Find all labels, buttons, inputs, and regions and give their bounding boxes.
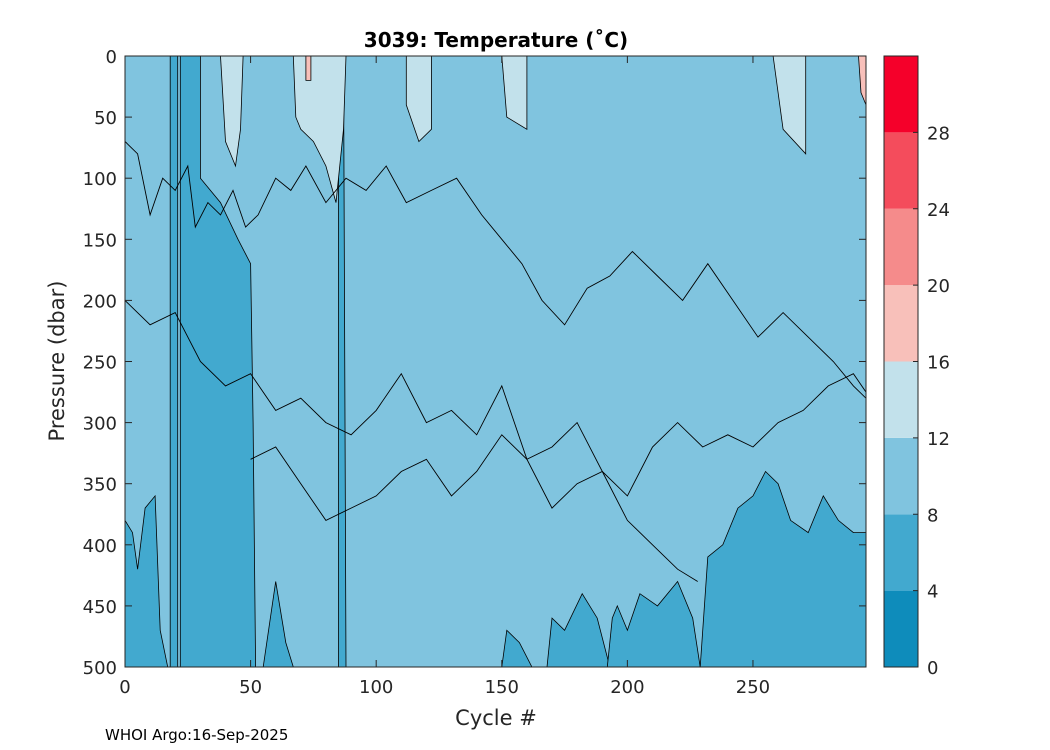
y-tick-label-200: 200 [83, 291, 117, 312]
colorbar: 0 4 8 12 16 20 24 28 [883, 55, 950, 679]
x-tick-label-0: 0 [119, 677, 130, 698]
y-tick-label-0: 0 [106, 47, 117, 68]
contour-8C-1 [125, 300, 866, 497]
region-12-16-11 [405, 56, 432, 143]
colorbar-tick-label-0: 0 [927, 658, 938, 679]
y-tick-label-500: 500 [83, 658, 117, 679]
colorbar-tick-label-20: 20 [927, 276, 950, 297]
y-tick-label-400: 400 [83, 536, 117, 557]
colorbar-band-12-16 [884, 361, 918, 438]
colorbar-tick-label-24: 24 [927, 200, 950, 221]
x-tick-label-50: 50 [239, 677, 262, 698]
y-axis-label: Pressure (dbar) [45, 281, 69, 442]
region-16-20-14 [305, 56, 312, 81]
colorbar-band-20-24 [884, 208, 918, 286]
footer-text: WHOI Argo:16-Sep-2025 [105, 726, 288, 744]
y-tick-label-150: 150 [83, 230, 117, 251]
region-4-8-5 [501, 629, 533, 667]
region-4-8-2 [179, 56, 257, 667]
colorbar-band-24-28 [884, 132, 918, 209]
region-4-8-6 [546, 592, 611, 667]
region-4-8-3 [262, 581, 294, 667]
colorbar-band-28-32 [884, 56, 918, 133]
y-tick-label-350: 350 [83, 475, 117, 496]
colorbar-tick-label-8: 8 [927, 505, 938, 526]
colorbar-band-16-20 [884, 285, 918, 362]
y-tick-label-450: 450 [83, 597, 117, 618]
region-4-8-4 [338, 56, 347, 667]
temperature-regions [125, 56, 866, 667]
y-tick-label-50: 50 [94, 108, 117, 129]
colorbar-band-0-4 [884, 590, 918, 667]
region-12-16-13 [772, 56, 807, 155]
region-4-8-8 [699, 470, 866, 667]
contour-12C-0 [125, 141, 866, 399]
region-12-16-12 [501, 56, 528, 131]
region-4-8-0 [125, 494, 169, 667]
colorbar-tick-label-16: 16 [927, 353, 950, 374]
x-axis: 0 50 100 150 200 250 [119, 56, 770, 698]
colorbar-band-8-12 [884, 437, 918, 515]
colorbar-tick-label-28: 28 [927, 123, 950, 144]
x-tick-label-150: 150 [485, 677, 519, 698]
y-tick-label-300: 300 [83, 414, 117, 435]
region-4-8-7 [606, 580, 701, 667]
y-tick-label-100: 100 [83, 169, 117, 190]
colorbar-tick-label-12: 12 [927, 429, 950, 450]
colorbar-tick-label-4: 4 [927, 582, 938, 603]
x-tick-label-100: 100 [359, 677, 393, 698]
chart-title: 3039: Temperature (˚C) [364, 28, 628, 52]
region-16-20-15 [858, 56, 866, 106]
region-12-16-9 [220, 56, 244, 168]
y-axis: 0 50 100 150 200 250 300 350 400 450 500 [83, 47, 866, 679]
region-4-8-1 [169, 56, 179, 667]
y-tick-label-250: 250 [83, 353, 117, 374]
x-tick-label-200: 200 [610, 677, 644, 698]
region-12-16-10 [292, 56, 347, 203]
plot-area [124, 55, 867, 668]
x-axis-label: Cycle # [455, 706, 537, 730]
colorbar-band-4-8 [884, 514, 918, 591]
contour-8C-2 [250, 434, 698, 582]
x-tick-label-250: 250 [736, 677, 770, 698]
contour-lines [125, 141, 866, 582]
